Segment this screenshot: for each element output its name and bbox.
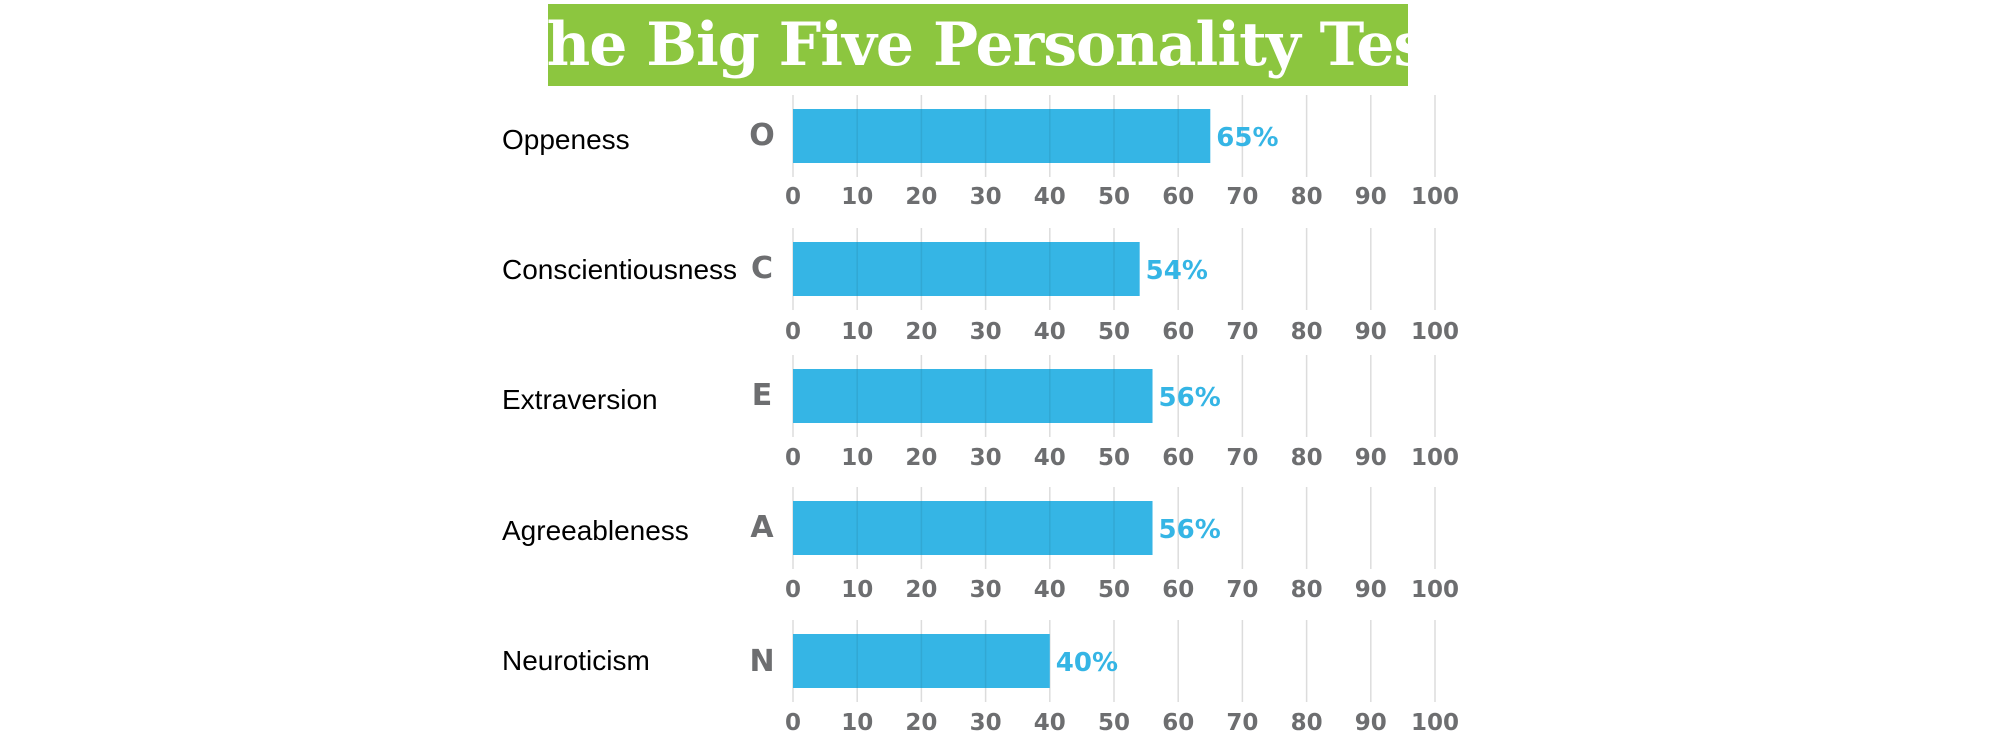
bar-o bbox=[793, 109, 1211, 163]
tick-label: 50 bbox=[1098, 184, 1130, 210]
tick-label: 10 bbox=[841, 445, 873, 471]
trait-code-a: A bbox=[750, 510, 774, 545]
tick-label: 10 bbox=[841, 319, 873, 345]
tick-label: 90 bbox=[1355, 445, 1387, 471]
value-label: 56% bbox=[1159, 383, 1221, 413]
tick-label: 50 bbox=[1098, 445, 1130, 471]
tick-label: 100 bbox=[1411, 577, 1459, 603]
tick-label: 80 bbox=[1291, 319, 1323, 345]
trait-name-openness: Oppeness bbox=[502, 124, 630, 155]
tick-label: 80 bbox=[1291, 445, 1323, 471]
bar-e bbox=[793, 369, 1153, 423]
tick-label: 60 bbox=[1162, 319, 1194, 345]
tick-label: 20 bbox=[905, 445, 937, 471]
tick-label: 70 bbox=[1226, 184, 1258, 210]
value-label: 56% bbox=[1159, 515, 1221, 545]
trait-name-extraversion: Extraversion bbox=[502, 384, 658, 415]
trait-code-e: E bbox=[751, 378, 773, 413]
trait-code-n: N bbox=[749, 644, 775, 679]
tick-label: 40 bbox=[1034, 445, 1066, 471]
tick-label: 70 bbox=[1226, 445, 1258, 471]
tick-label: 0 bbox=[785, 319, 801, 345]
tick-label: 20 bbox=[905, 577, 937, 603]
trait-code-o: O bbox=[749, 118, 775, 153]
trait-name-neuroticism: Neuroticism bbox=[502, 645, 650, 676]
tick-label: 30 bbox=[970, 445, 1002, 471]
bar-a bbox=[793, 501, 1153, 555]
tick-label: 50 bbox=[1098, 710, 1130, 736]
trait-name-conscientiousness: Conscientiousness bbox=[502, 254, 738, 285]
tick-label: 0 bbox=[785, 710, 801, 736]
chart-title: The Big Five Personality Test bbox=[502, 10, 1454, 80]
tick-label: 10 bbox=[841, 577, 873, 603]
tick-label: 40 bbox=[1034, 710, 1066, 736]
bar-n bbox=[793, 634, 1050, 688]
tick-label: 90 bbox=[1355, 710, 1387, 736]
tick-label: 30 bbox=[970, 710, 1002, 736]
tick-label: 0 bbox=[785, 445, 801, 471]
tick-label: 80 bbox=[1291, 577, 1323, 603]
value-label: 65% bbox=[1216, 123, 1278, 153]
tick-label: 0 bbox=[785, 184, 801, 210]
tick-label: 90 bbox=[1355, 577, 1387, 603]
tick-label: 70 bbox=[1226, 319, 1258, 345]
tick-label: 10 bbox=[841, 184, 873, 210]
tick-label: 80 bbox=[1291, 710, 1323, 736]
value-label: 40% bbox=[1056, 648, 1118, 678]
tick-label: 80 bbox=[1291, 184, 1323, 210]
trait-code-c: C bbox=[750, 251, 774, 286]
tick-label: 90 bbox=[1355, 184, 1387, 210]
tick-label: 100 bbox=[1411, 319, 1459, 345]
tick-label: 90 bbox=[1355, 319, 1387, 345]
tick-label: 70 bbox=[1226, 710, 1258, 736]
tick-label: 40 bbox=[1034, 319, 1066, 345]
tick-label: 60 bbox=[1162, 445, 1194, 471]
tick-label: 20 bbox=[905, 710, 937, 736]
tick-label: 30 bbox=[970, 184, 1002, 210]
tick-label: 100 bbox=[1411, 445, 1459, 471]
tick-label: 50 bbox=[1098, 577, 1130, 603]
tick-label: 100 bbox=[1411, 184, 1459, 210]
trait-name-agreeableness: Agreeableness bbox=[502, 515, 689, 546]
tick-label: 30 bbox=[970, 577, 1002, 603]
value-label: 54% bbox=[1146, 256, 1208, 286]
tick-label: 40 bbox=[1034, 184, 1066, 210]
tick-label: 40 bbox=[1034, 577, 1066, 603]
tick-label: 10 bbox=[841, 710, 873, 736]
tick-label: 60 bbox=[1162, 710, 1194, 736]
tick-label: 60 bbox=[1162, 577, 1194, 603]
tick-label: 50 bbox=[1098, 319, 1130, 345]
bar-c bbox=[793, 242, 1140, 296]
title-banner: The Big Five Personality Test bbox=[503, 4, 1454, 86]
tick-label: 70 bbox=[1226, 577, 1258, 603]
tick-label: 0 bbox=[785, 577, 801, 603]
tick-label: 20 bbox=[905, 319, 937, 345]
tick-label: 60 bbox=[1162, 184, 1194, 210]
tick-label: 20 bbox=[905, 184, 937, 210]
tick-label: 100 bbox=[1411, 710, 1459, 736]
tick-label: 30 bbox=[970, 319, 1002, 345]
